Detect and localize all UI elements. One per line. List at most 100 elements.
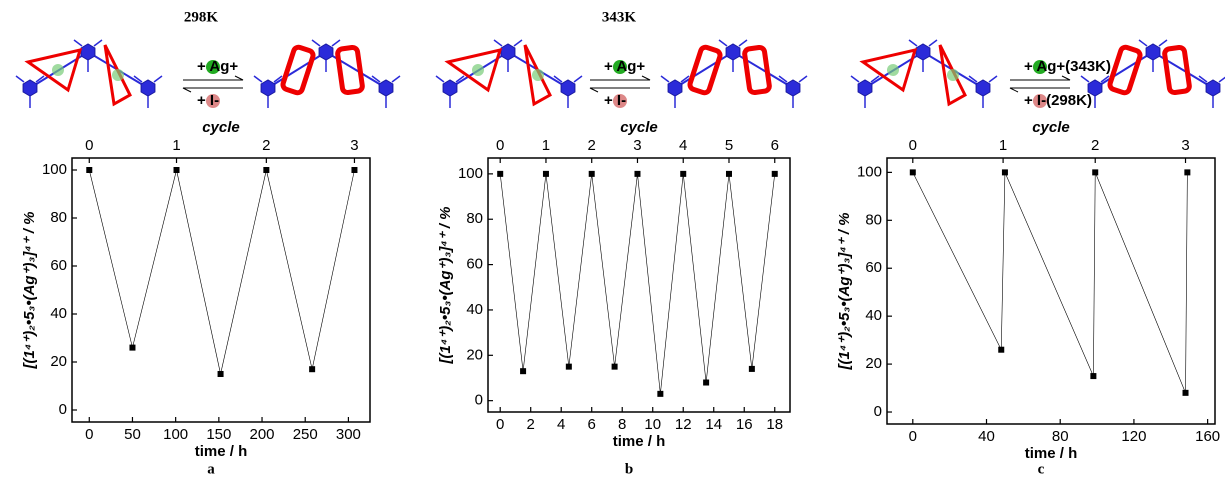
arm xyxy=(660,75,690,108)
data-point xyxy=(497,170,504,177)
data-point xyxy=(1090,373,1097,380)
data-point xyxy=(611,363,618,370)
ring xyxy=(1162,44,1192,96)
guest xyxy=(112,69,124,81)
guest xyxy=(472,64,484,76)
plot-frame xyxy=(71,157,371,423)
panel-label: c xyxy=(1038,461,1045,477)
y-tick-label: 40 xyxy=(50,305,67,322)
x-tick-label: 8 xyxy=(618,416,626,433)
x2-tick-label: 4 xyxy=(679,137,687,154)
ring xyxy=(687,44,723,96)
y-tick-label: 0 xyxy=(475,392,483,409)
x2-tick-label: 2 xyxy=(1091,137,1099,154)
y-tick-label: 80 xyxy=(466,210,483,227)
molecule xyxy=(1080,39,1225,108)
data-point xyxy=(351,167,358,173)
y-tick-label: 40 xyxy=(865,307,882,324)
arm xyxy=(253,75,283,108)
data-point xyxy=(263,167,270,173)
data-point xyxy=(1001,169,1008,176)
molecule xyxy=(660,39,808,108)
x-tick-label: 150 xyxy=(206,426,231,443)
plot-frame xyxy=(487,157,791,413)
y-tick-label: 80 xyxy=(865,211,882,228)
panel-label: b xyxy=(625,461,633,477)
guest xyxy=(887,64,899,76)
data-point xyxy=(217,371,224,377)
y-tick-label: 20 xyxy=(50,353,67,370)
molecule xyxy=(435,39,583,108)
y-tick-label: 60 xyxy=(50,257,67,274)
ag-ion xyxy=(206,60,220,74)
iodide-ion xyxy=(206,94,220,108)
benzene xyxy=(560,79,576,97)
y-tick-label: 100 xyxy=(42,161,67,178)
x2-axis-label: cycle xyxy=(202,119,240,136)
x2-tick-label: 0 xyxy=(496,137,504,154)
ring xyxy=(444,47,503,93)
data-point xyxy=(565,363,572,370)
data-point xyxy=(173,167,180,173)
data-point xyxy=(520,368,527,375)
arm xyxy=(1138,39,1168,72)
benzene xyxy=(318,43,334,61)
arm xyxy=(73,39,103,72)
y-axis-label: [(1⁴⁺)₂•5₃•(Ag⁺)₃]⁴⁺ / % xyxy=(21,212,38,370)
data-point xyxy=(588,170,595,177)
ring xyxy=(280,44,316,96)
x2-tick-label: 0 xyxy=(909,137,917,154)
guest xyxy=(947,69,959,81)
arm xyxy=(968,75,998,108)
molecule xyxy=(15,39,163,108)
molecule xyxy=(850,39,998,108)
y-axis-label: [(1⁴⁺)₂•5₃•(Ag⁺)₃]⁴⁺ / % xyxy=(836,213,853,371)
data-point xyxy=(1184,169,1191,176)
x-tick-label: 50 xyxy=(124,426,141,443)
arm xyxy=(371,75,401,108)
x-tick-label: 0 xyxy=(909,428,917,445)
equilibrium-arrows xyxy=(1009,75,1071,93)
data-point xyxy=(657,390,664,397)
x-tick-label: 250 xyxy=(293,426,318,443)
equilibrium-arrows xyxy=(589,75,651,93)
ring xyxy=(24,47,83,93)
data-point xyxy=(1092,169,1099,176)
benzene xyxy=(500,43,516,61)
arm xyxy=(553,75,583,108)
x2-axis-label: cycle xyxy=(1032,119,1070,136)
arm xyxy=(493,39,523,72)
x2-tick-label: 1 xyxy=(172,137,180,154)
benzene xyxy=(975,79,991,97)
benzene xyxy=(785,79,801,97)
arm xyxy=(15,75,45,108)
x-tick-label: 18 xyxy=(766,416,783,433)
y-tick-label: 100 xyxy=(857,163,882,180)
x2-tick-label: 2 xyxy=(588,137,596,154)
data-line xyxy=(88,169,355,375)
data-point xyxy=(909,169,916,176)
ring xyxy=(742,44,772,96)
x-tick-label: 14 xyxy=(705,416,722,433)
y-tick-label: 20 xyxy=(466,346,483,363)
arm xyxy=(133,75,163,108)
x-tick-label: 300 xyxy=(336,426,361,443)
x2-tick-label: 5 xyxy=(725,137,733,154)
molecule xyxy=(253,39,401,108)
reverse-reagent: + I- xyxy=(197,92,219,109)
data-point xyxy=(748,365,755,372)
reverse-reagent: + I-(298K) xyxy=(1024,92,1092,109)
y-tick-label: 0 xyxy=(59,401,67,418)
arm xyxy=(311,39,341,72)
x-tick-label: 0 xyxy=(85,426,93,443)
benzene xyxy=(22,79,38,97)
benzene xyxy=(442,79,458,97)
x2-tick-label: 1 xyxy=(999,137,1007,154)
arm xyxy=(1198,75,1225,108)
data-point xyxy=(725,170,732,177)
x2-tick-label: 3 xyxy=(1181,137,1189,154)
x-tick-label: 10 xyxy=(644,416,661,433)
x-tick-label: 160 xyxy=(1195,428,1220,445)
guest xyxy=(52,64,64,76)
iodide-ion xyxy=(1033,94,1047,108)
